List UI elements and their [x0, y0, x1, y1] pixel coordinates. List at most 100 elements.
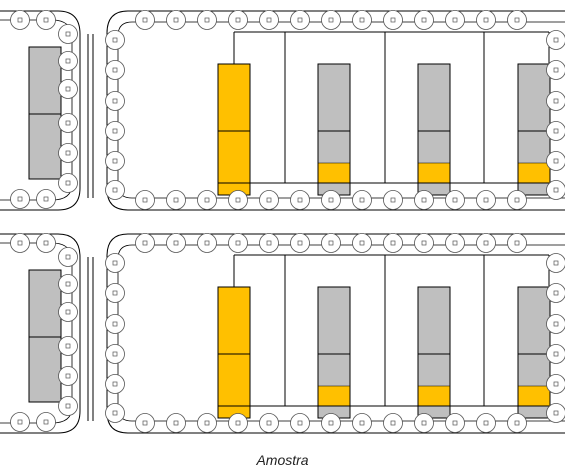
ring-icon — [290, 10, 310, 30]
ring-icon — [105, 30, 125, 50]
ring-icon — [414, 10, 434, 30]
highlight-band — [518, 163, 550, 183]
ring-hole — [553, 260, 559, 266]
ring-hole — [553, 158, 559, 164]
ring-icon — [58, 79, 78, 99]
ring-hole — [65, 58, 71, 64]
ring-hole — [390, 197, 396, 203]
ring-hole — [514, 240, 520, 246]
ring-icon — [58, 302, 78, 322]
ring-hole — [553, 290, 559, 296]
ring-hole — [235, 420, 241, 426]
ring-icon — [546, 344, 565, 364]
ring-hole — [173, 240, 179, 246]
ring-hole — [553, 67, 559, 73]
ring-icon — [352, 190, 372, 210]
ring-icon — [445, 413, 465, 433]
ring-hole — [142, 17, 148, 23]
ring-hole — [173, 197, 179, 203]
ring-icon — [58, 113, 78, 133]
ring-hole — [65, 150, 71, 156]
ring-hole — [328, 240, 334, 246]
ring-hole — [421, 17, 427, 23]
highlight-band — [518, 386, 550, 406]
ring-icon — [352, 10, 372, 30]
top-panel — [0, 10, 565, 211]
ring-hole — [235, 17, 241, 23]
ring-hole — [359, 420, 365, 426]
left-block — [28, 46, 62, 180]
ring-hole — [65, 86, 71, 92]
ring-icon — [290, 233, 310, 253]
ring-hole — [483, 240, 489, 246]
ring-hole — [112, 321, 118, 327]
ring-hole — [173, 17, 179, 23]
block-outline — [417, 63, 451, 196]
column-2 — [317, 286, 351, 419]
main-strip — [105, 10, 565, 211]
ring-hole — [112, 260, 118, 266]
ring-icon — [259, 413, 279, 433]
ring-hole — [17, 17, 23, 23]
ring-icon — [197, 190, 217, 210]
ring-hole — [142, 420, 148, 426]
ring-icon — [105, 374, 125, 394]
ring-icon — [352, 233, 372, 253]
ring-icon — [197, 233, 217, 253]
ring-icon — [352, 413, 372, 433]
ring-icon — [135, 413, 155, 433]
ring-hole — [297, 197, 303, 203]
ring-hole — [43, 240, 49, 246]
ring-icon — [445, 233, 465, 253]
ring-icon — [546, 374, 565, 394]
ring-icon — [105, 91, 125, 111]
ring-hole — [112, 158, 118, 164]
ring-icon — [58, 366, 78, 386]
ring-icon — [135, 10, 155, 30]
ring-icon — [290, 413, 310, 433]
ring-hole — [359, 197, 365, 203]
ring-icon — [383, 190, 403, 210]
ring-icon — [10, 10, 30, 30]
column-1 — [217, 286, 251, 419]
ring-icon — [476, 413, 496, 433]
ring-hole — [514, 17, 520, 23]
ring-hole — [204, 420, 210, 426]
ring-icon — [105, 344, 125, 364]
ring-hole — [297, 420, 303, 426]
highlight-band — [318, 163, 350, 183]
main-strip-outer — [106, 233, 565, 434]
ring-icon — [507, 190, 527, 210]
bottom-panel — [0, 233, 565, 434]
ring-hole — [297, 240, 303, 246]
ring-icon — [10, 412, 30, 432]
ring-icon — [58, 274, 78, 294]
ring-icon — [166, 233, 186, 253]
ring-icon — [58, 396, 78, 416]
ring-hole — [553, 410, 559, 416]
ring-hole — [553, 98, 559, 104]
ring-hole — [553, 351, 559, 357]
highlight-band — [418, 386, 450, 406]
ring-icon — [10, 233, 30, 253]
ring-hole — [112, 128, 118, 134]
ring-hole — [452, 17, 458, 23]
ring-hole — [390, 420, 396, 426]
main-strip-outer — [106, 10, 565, 211]
ring-hole — [235, 240, 241, 246]
column-4 — [517, 63, 551, 196]
block-outline — [417, 286, 451, 419]
ring-icon — [445, 190, 465, 210]
ring-hole — [65, 120, 71, 126]
highlight-band — [418, 163, 450, 183]
ring-hole — [204, 17, 210, 23]
ring-icon — [321, 233, 341, 253]
ring-hole — [328, 197, 334, 203]
column-3 — [417, 286, 451, 419]
ring-hole — [65, 373, 71, 379]
ring-icon — [259, 190, 279, 210]
ring-icon — [166, 413, 186, 433]
ring-icon — [36, 233, 56, 253]
column-2 — [317, 63, 351, 196]
